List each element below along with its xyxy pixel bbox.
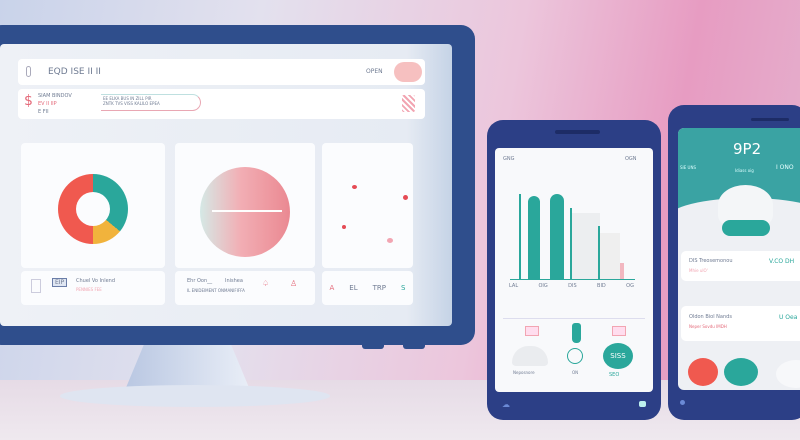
map-marker[interactable] — [387, 238, 393, 243]
bar-label: BID — [597, 283, 606, 289]
bar-label: DIS — [568, 283, 577, 289]
bottle-icon — [572, 323, 581, 343]
progress-bar — [101, 94, 201, 111]
dollar-icon: $ — [24, 93, 33, 109]
chat-icon[interactable] — [639, 401, 646, 407]
row-value: V.CO DH — [769, 258, 795, 265]
row-title: Oldon Biol Nands — [689, 314, 732, 320]
phone-right: 9P2 SIE UNS Idiass oig I ONO DIS Treosem… — [668, 105, 800, 420]
more-button[interactable] — [776, 360, 800, 388]
donut-card — [21, 143, 165, 268]
bottom-center-label: ON — [572, 370, 579, 375]
progress-text: ZNTK TVS VISS KALILO EPEA — [103, 101, 160, 106]
user-icon[interactable]: ♙ — [290, 279, 298, 288]
banner-line: E FII — [38, 109, 49, 115]
footer-item[interactable]: EL — [349, 284, 358, 292]
row-title: DIS Treosemonou — [689, 258, 733, 264]
icon-tile[interactable] — [612, 326, 626, 336]
row-sub: Neper Sovdu IMDH — [689, 324, 727, 329]
menu-icon[interactable] — [26, 66, 31, 77]
cloud-icon — [512, 346, 548, 366]
card-footer-title: Inishea — [225, 278, 243, 284]
divider — [503, 318, 645, 319]
footer-item[interactable]: S — [401, 284, 406, 292]
map-card — [322, 143, 413, 268]
timer-icon[interactable] — [567, 348, 583, 364]
status-left: GNG — [503, 156, 515, 162]
row-sub: Mhie ulO' — [689, 268, 708, 273]
bar — [620, 263, 624, 279]
card-footer: A EL TRP S — [322, 271, 413, 305]
pin-icon[interactable]: ♤ — [262, 279, 270, 288]
header-title: EQD ISE II II — [48, 67, 101, 77]
bar — [570, 208, 572, 279]
bar-labels: LAL OIG DIS BID OG — [509, 283, 634, 289]
card-footer-title: Ehr Oon__ — [187, 278, 213, 284]
monitor-button[interactable] — [362, 338, 384, 349]
banner: $ SIAM BINDOV EV II IIP E FII EE ELKA BU… — [18, 89, 425, 119]
bar — [550, 194, 564, 279]
stat-badge[interactable]: SISS — [603, 343, 633, 369]
bar — [528, 196, 540, 279]
donut-chart — [58, 174, 128, 244]
phone-screen: 9P2 SIE UNS Idiass oig I ONO DIS Treosem… — [678, 128, 800, 390]
bar — [598, 226, 600, 279]
monitor-button[interactable] — [403, 338, 425, 349]
bar-label: OG — [626, 283, 634, 289]
card-footer-sub: PENNIES FEE — [76, 287, 102, 292]
play-button[interactable] — [724, 358, 758, 386]
footer-item[interactable]: TRP — [372, 284, 386, 292]
qr-icon[interactable] — [402, 95, 415, 112]
map-marker[interactable] — [403, 195, 408, 200]
cloud-graphic — [718, 185, 773, 225]
row-value: U Oea — [779, 314, 798, 321]
card-footer: Ehr Oon__ Inishea IL ENIDEIMENT ONMANIFI… — [175, 271, 315, 305]
action-button[interactable] — [722, 220, 770, 236]
map-marker[interactable] — [352, 185, 357, 189]
header-right-label: OPEN — [366, 68, 383, 75]
card-footer: EIP Chuel Vo Inlend PENNIES FEE — [21, 271, 165, 305]
info-row[interactable]: Oldon Biol Nands U Oea Neper Sovdu IMDH — [681, 306, 800, 341]
chart-baseline — [510, 279, 635, 280]
home-icon[interactable] — [680, 400, 685, 405]
progress-text: EE ELKA BUS IN ZILL PIR — [103, 96, 152, 101]
stat-pill: SEO — [609, 372, 620, 378]
globe-graphic — [200, 167, 290, 257]
banner-line: EV II IIP — [38, 101, 57, 107]
sub-label: SIE UNS — [680, 165, 696, 170]
info-row[interactable]: DIS Treosemonou V.CO DH Mhie ulO' — [681, 251, 800, 281]
monitor-stand-neck — [125, 345, 250, 390]
bar-label: OIG — [538, 283, 548, 289]
status-right: OGN — [625, 156, 637, 162]
badge: EIP — [52, 278, 68, 287]
icon-tile[interactable] — [525, 326, 539, 336]
globe-card — [175, 143, 315, 268]
map-marker[interactable] — [342, 225, 346, 229]
bottom-left-label: Neposnore — [513, 370, 535, 375]
profile-button[interactable] — [394, 62, 422, 82]
phone-screen: GNG OGN LAL OIG DIS BID OG Neposnore ON … — [495, 148, 653, 392]
bar — [572, 213, 600, 279]
bar-label: LAL — [509, 283, 519, 289]
sub-label: I ONO — [776, 164, 794, 171]
banner-title: SIAM BINDOV — [38, 93, 72, 99]
record-button[interactable] — [688, 358, 718, 386]
card-footer-sub: IL ENIDEIMENT ONMANIFIFFA — [187, 288, 245, 293]
document-icon — [31, 279, 41, 293]
monitor-stand-base — [60, 385, 330, 407]
phone-left: GNG OGN LAL OIG DIS BID OG Neposnore ON … — [487, 120, 661, 420]
footer-item[interactable]: A — [329, 284, 335, 292]
phone-speaker — [751, 118, 789, 121]
bar — [600, 233, 620, 279]
card-footer-title: Chuel Vo Inlend — [76, 278, 116, 284]
home-icon[interactable]: ☁ — [502, 400, 510, 409]
sub-label: Idiass oig — [735, 168, 754, 173]
phone-speaker — [555, 130, 600, 134]
bar — [519, 194, 521, 279]
monitor-screen: EQD ISE II II OPEN $ SIAM BINDOV EV II I… — [0, 44, 452, 326]
phone-title: 9P2 — [733, 140, 762, 158]
header-bar: EQD ISE II II OPEN — [18, 59, 425, 85]
